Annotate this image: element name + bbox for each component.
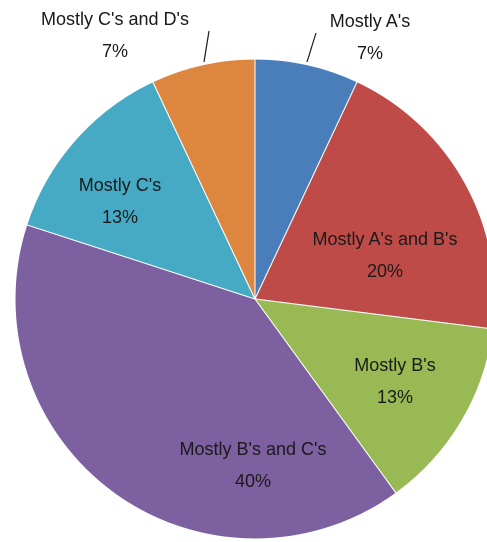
- slice-label: Mostly B's: [354, 355, 435, 375]
- slice-label: Mostly C's: [79, 175, 161, 195]
- pie-slice: [253, 298, 487, 494]
- slice-value-label: 13%: [102, 207, 138, 227]
- slice-label: Mostly C's and D's: [41, 9, 189, 29]
- slice-label: Mostly B's and C's: [180, 439, 327, 459]
- slice-label: Mostly A's and B's: [313, 229, 458, 249]
- slice-value-label: 13%: [377, 387, 413, 407]
- pie-slice: [26, 81, 256, 300]
- pie: [14, 58, 487, 540]
- leader-line: [306, 32, 317, 63]
- labels: Mostly A's 7% Mostly A's and B's 20% Mostly …: [41, 9, 457, 491]
- pie-slice: [254, 58, 358, 300]
- pie-slice: [152, 58, 256, 300]
- slice-value-label: 7%: [357, 43, 383, 63]
- pie-slice: [254, 81, 487, 329]
- slice-value-label: 20%: [367, 261, 403, 281]
- slice-value-label: 7%: [102, 41, 128, 61]
- slice-value-label: 40%: [235, 471, 271, 491]
- slice-label: Mostly A's: [330, 11, 410, 31]
- leader-line: [203, 30, 210, 63]
- pie-slice: [14, 224, 397, 540]
